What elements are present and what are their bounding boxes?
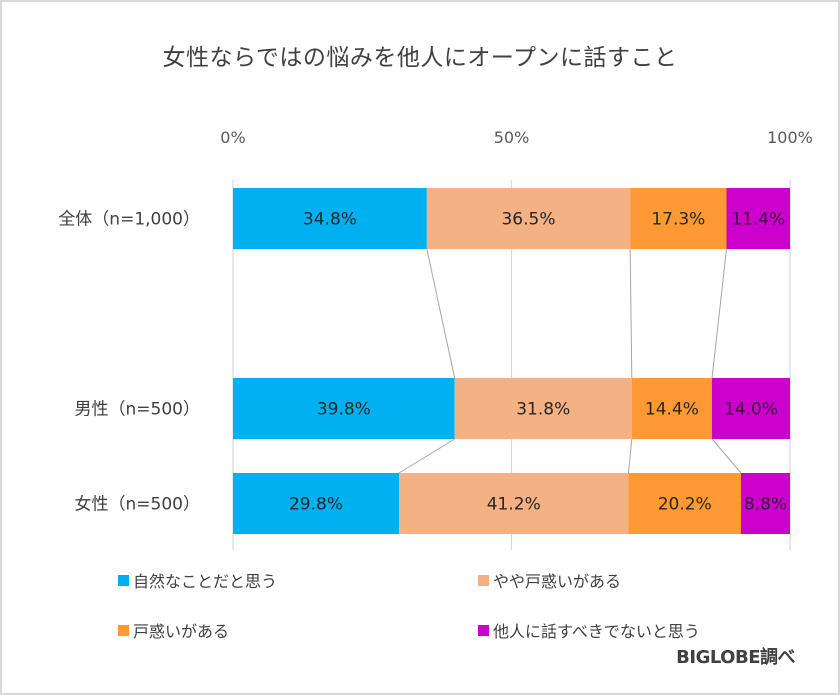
category-labels: 全体（n=1,000） 男性（n=500） 女性（n=500） [58,210,200,515]
legend-swatch-1 [478,574,489,586]
series-line [426,248,456,379]
bar-segment [631,378,713,439]
category-label: 全体（n=1,000） [58,210,200,230]
chart-title: 女性ならではの悩みを他人にオープンに話すこと [162,45,678,71]
data-label: 31.8% [516,400,570,420]
data-label: 34.8% [303,210,357,230]
legend-label-0: 自然なことだと思う [133,572,278,591]
bar-segment [726,188,790,249]
legend-swatch-3 [478,624,489,636]
category-label: 女性（n=500） [75,495,200,515]
data-label: 29.8% [289,495,343,515]
bar-segment [740,473,790,534]
source-credit: BIGLOBE調べ [676,647,795,668]
legend-swatch-0 [118,574,129,586]
bar-segment [426,188,631,249]
data-label: 14.4% [645,400,699,420]
series-line [711,248,727,379]
legend-label-3: 他人に話すべきでないと思う [493,622,700,641]
data-label: 20.2% [658,495,712,515]
data-label: 8.8% [744,495,787,515]
legend-item-3: 他人に話すべきでないと思う [478,618,700,642]
bar-segment [712,378,790,439]
series-line [711,438,742,474]
legend-item-2: 戸惑いがある [118,618,229,642]
bar-segment [233,378,455,439]
legend-label-1: やや戸惑いがある [493,572,622,591]
category-label: 男性（n=500） [75,400,200,420]
legend-label-2: 戸惑いがある [133,622,230,641]
x-axis-ticks: 0% 50% 100% [220,128,813,147]
legend-item-0: 自然なことだと思う [118,568,277,592]
series-line [398,438,455,474]
x-tick-label: 100% [767,128,813,147]
data-label: 11.4% [731,210,785,230]
x-tick-label: 0% [220,128,245,147]
bar-segment [630,188,727,249]
bar-segment [233,188,427,249]
data-label: 41.2% [487,495,541,515]
bar-segment [398,473,629,534]
data-label: 39.8% [317,400,371,420]
bar-segment [628,473,741,534]
legend-item-1: やや戸惑いがある [478,568,621,592]
series-line [627,438,633,474]
series-line [629,248,633,379]
data-label: 17.3% [651,210,705,230]
x-tick-label: 50% [494,128,530,147]
bar-segment [454,378,632,439]
data-label: 36.5% [501,210,555,230]
data-label: 14.0% [724,400,778,420]
bars: 34.8% 36.5% 17.3% 11.4% 39.8% 31.8% 14.4% 14.0%… [233,188,790,534]
series-lines [398,248,742,474]
legend-swatch-2 [118,624,129,636]
bar-segment [233,473,399,534]
